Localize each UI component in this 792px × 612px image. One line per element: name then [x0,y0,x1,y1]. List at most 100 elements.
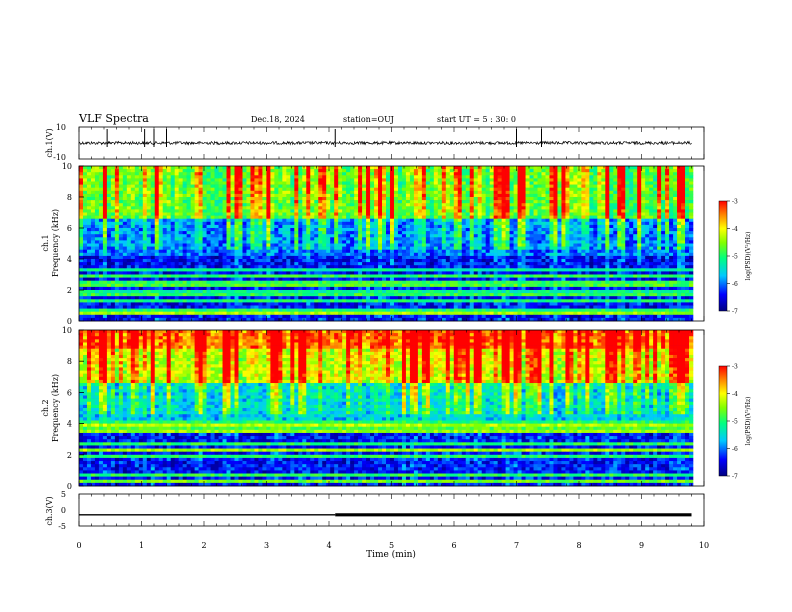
spectrogram-cell [130,218,136,223]
spectrogram-cell [537,206,542,210]
spectrogram-cell [326,221,331,226]
spectrogram-cell [569,190,574,195]
spectrogram-cell [553,172,558,176]
spectrogram-cell [617,212,622,216]
spectrogram-cell [242,228,247,232]
spectrogram-cell [82,255,88,260]
spectrogram-cell [122,215,128,219]
spectrogram-cell [661,169,666,173]
spectrogram-cell [497,231,502,235]
spectrogram-cell [433,169,439,173]
spectrogram-cell [338,234,343,238]
spectrogram-cell [350,224,355,229]
spectrogram-cell [417,252,423,257]
spectrogram-cell [366,166,371,170]
spectrogram-cell [282,178,287,182]
spectrogram-cell [278,237,283,241]
spectrogram-cell [529,259,534,263]
spectrogram-cell [150,212,156,216]
spectrogram-cell [505,197,510,201]
spectrogram-cell [621,224,626,229]
spectrogram-cell [358,252,363,257]
spectrogram-cell [150,200,156,204]
spectrogram-cell [126,193,132,198]
spectrogram-cell [509,249,514,254]
spectrogram-cell [338,221,343,226]
spectrogram-cell [513,166,518,170]
spectrogram-cell [465,169,471,173]
spectrogram-cell [449,169,455,173]
spectrogram-cell [497,184,502,188]
spectrogram-cell [521,181,526,185]
spectrogram-cell [370,206,375,210]
spectrogram-cell [413,249,419,254]
spectrogram-cell [282,246,287,250]
spectrogram-cell [378,212,383,216]
spectrogram-cell [517,231,522,235]
spectrogram-cell [521,197,526,201]
spectrogram-cell [286,262,291,266]
spectrogram-cell [505,172,510,176]
spectrogram-cell [633,252,638,257]
spectrogram-cell [370,200,375,204]
spectrogram-cell [453,172,459,176]
spectrogram-cell [162,184,168,188]
spectrogram-cell [146,246,152,250]
spectrogram-cell [314,200,319,204]
spectrogram-cell [102,246,108,250]
spectrogram-cell [513,240,518,244]
spectrogram-cell [417,234,423,238]
spectrogram-cell [242,178,247,182]
spectrogram-cell [409,175,415,179]
spectrogram-cell [497,262,502,266]
spectrogram-cell [318,209,323,213]
spectrogram-cell [334,249,339,254]
spectrogram-cell [346,178,351,182]
spectrogram-cell [342,228,347,232]
spectrogram-cell [90,212,96,216]
spectrogram-cell [98,240,104,244]
spectrogram-cell [601,224,606,229]
spectrogram-cell [573,237,578,241]
spectrogram-cell [525,246,530,250]
spectrogram-cell [637,166,642,170]
spectrogram-cell [230,249,235,254]
spectrogram-cell [513,203,518,207]
spectrogram-cell [397,234,403,238]
spectrogram-cell [641,218,646,223]
spectrogram-cell [294,209,299,213]
spectrogram-cell [577,234,582,238]
spectrogram-cell [282,218,287,223]
spectrogram-cell [465,212,471,216]
spectrogram-cell [625,215,630,219]
spectrogram-cell [378,187,383,192]
spectrogram-cell [122,197,128,201]
spectrogram-cell [338,240,343,244]
spectrogram-cell [545,200,550,204]
spectrogram-cell [629,166,634,170]
spectrogram-cell [549,228,554,232]
spectrogram-cell [210,187,215,192]
spectrogram-cell [553,234,558,238]
spectrogram-cell [106,203,112,207]
spectrogram-cell [645,218,650,223]
spectrogram-cell [613,259,618,263]
spectrogram-cell [226,178,231,182]
spectrogram-cell [118,218,124,223]
spectrogram-cell [513,175,518,179]
spectrogram-cell [158,249,164,254]
spectrogram-cell [110,203,116,207]
spectrogram-cell [138,203,144,207]
spectrogram-cell [585,224,590,229]
spectrogram-cell [521,243,526,247]
spectrogram-cell [79,197,84,201]
spectrogram-cell [685,178,690,182]
spectrogram-cell [649,209,654,213]
spectrogram-cell [310,172,315,176]
spectrogram-cell [206,218,211,223]
spectrogram-cell [106,259,112,263]
spectrogram-cell [497,169,502,173]
spectrogram-cell [170,237,175,241]
spectrogram-cell [553,243,558,247]
spectrogram-cell [346,197,351,201]
